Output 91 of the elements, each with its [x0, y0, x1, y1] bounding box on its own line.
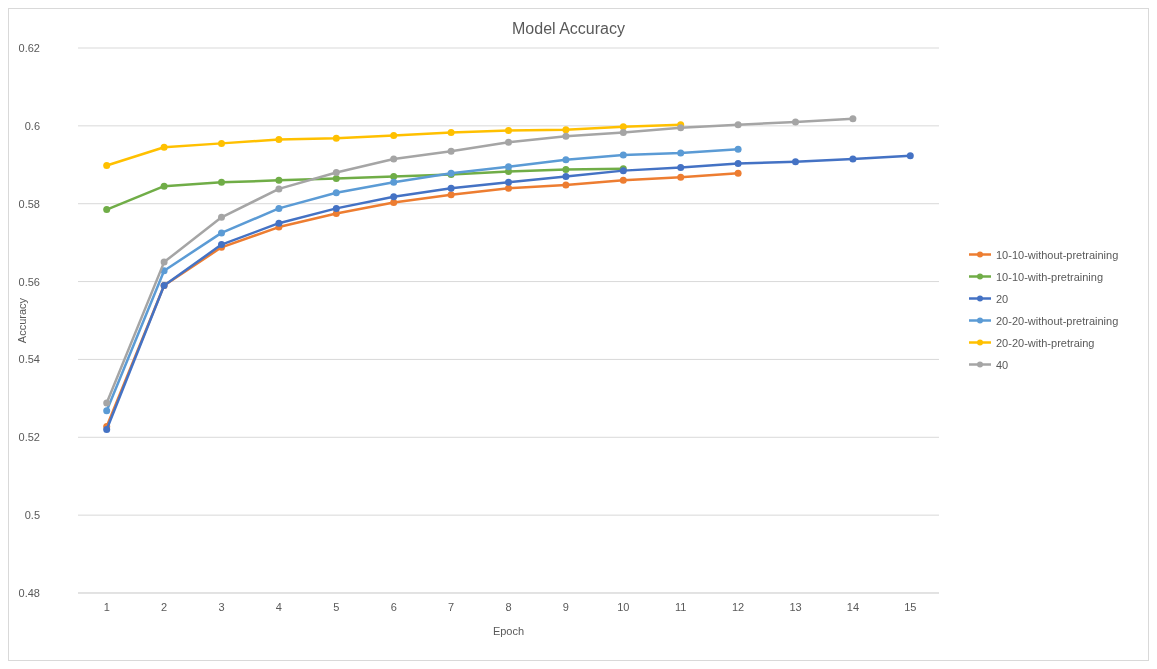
y-tick-label: 0.58 — [18, 197, 40, 210]
point — [619, 176, 627, 184]
point — [677, 149, 685, 157]
x-tick-label: 11 — [674, 601, 687, 613]
y-tick-label: 0.62 — [18, 42, 40, 54]
point — [447, 191, 455, 199]
legend-label: 10-10-with-pretraining — [996, 270, 1103, 283]
point — [734, 121, 742, 129]
point — [849, 155, 857, 163]
y-tick-label: 0.54 — [18, 353, 40, 366]
x-tick-label: 9 — [562, 601, 569, 613]
point — [562, 181, 570, 189]
point — [103, 407, 111, 415]
x-tick-label: 2 — [161, 601, 168, 613]
point — [218, 139, 225, 147]
point — [390, 132, 398, 140]
point — [390, 193, 398, 201]
point — [505, 127, 512, 135]
y-tick-label: 0.48 — [18, 587, 40, 599]
point — [562, 126, 570, 134]
point — [562, 156, 570, 164]
point — [562, 132, 570, 140]
y-axis-title: Accuracy — [16, 297, 28, 344]
x-tick-label: 1 — [103, 601, 110, 613]
y-tick-label: 0.5 — [24, 509, 40, 522]
point — [103, 162, 111, 170]
point — [332, 204, 340, 212]
x-tick-label: 14 — [846, 601, 860, 613]
point — [619, 123, 627, 131]
y-tick-label: 0.52 — [18, 431, 40, 444]
point — [332, 169, 340, 177]
point — [677, 173, 685, 181]
x-tick-label: 8 — [505, 601, 512, 613]
point — [619, 151, 627, 159]
point — [332, 189, 340, 197]
point — [562, 172, 570, 180]
point — [275, 135, 283, 143]
point — [447, 184, 455, 192]
x-tick-label: 5 — [333, 601, 340, 613]
point — [792, 158, 799, 166]
y-tick-label: 0.56 — [18, 275, 40, 288]
x-tick-label: 13 — [789, 601, 802, 613]
x-tick-label: 3 — [218, 601, 225, 613]
x-tick-label: 10 — [617, 601, 630, 613]
legend-label: 10-10-without-pretraining — [996, 248, 1119, 261]
point — [734, 160, 742, 168]
point — [734, 145, 742, 153]
point — [160, 258, 168, 266]
legend-label: 20-20-with-pretraing — [996, 336, 1095, 349]
point — [103, 426, 111, 433]
point — [390, 155, 398, 163]
point — [505, 184, 512, 192]
point — [332, 174, 340, 182]
x-axis-title: Epoch — [492, 625, 525, 637]
chart-title: Model Accuracy — [512, 20, 625, 37]
point — [218, 178, 225, 186]
x-tick-label: 15 — [904, 601, 917, 613]
point — [390, 178, 398, 186]
point — [332, 134, 340, 142]
point — [447, 147, 455, 155]
point — [849, 115, 857, 123]
point — [275, 219, 283, 227]
point — [160, 143, 168, 151]
legend-label: 20-20-without-pretraining — [996, 314, 1119, 327]
point — [505, 138, 512, 146]
point — [562, 165, 570, 173]
x-tick-label: 6 — [390, 601, 397, 613]
point — [275, 204, 283, 212]
point — [677, 164, 685, 172]
point — [792, 118, 799, 126]
legend-label: 20 — [996, 292, 1009, 305]
point — [734, 169, 742, 177]
point — [505, 163, 512, 171]
point — [218, 229, 225, 237]
x-tick-label: 12 — [731, 601, 745, 613]
point — [103, 399, 111, 407]
point — [447, 128, 455, 136]
point — [160, 182, 168, 190]
point — [103, 206, 111, 214]
point — [619, 128, 627, 136]
point — [390, 172, 398, 180]
point — [906, 152, 914, 160]
y-tick-label: 0.6 — [24, 119, 40, 132]
legend-label: 40 — [996, 358, 1009, 371]
point — [275, 185, 283, 193]
x-tick-label: 7 — [448, 601, 455, 613]
point — [505, 178, 512, 186]
x-tick-label: 4 — [275, 601, 282, 613]
point — [390, 199, 398, 207]
point — [275, 176, 283, 184]
point — [218, 213, 225, 221]
